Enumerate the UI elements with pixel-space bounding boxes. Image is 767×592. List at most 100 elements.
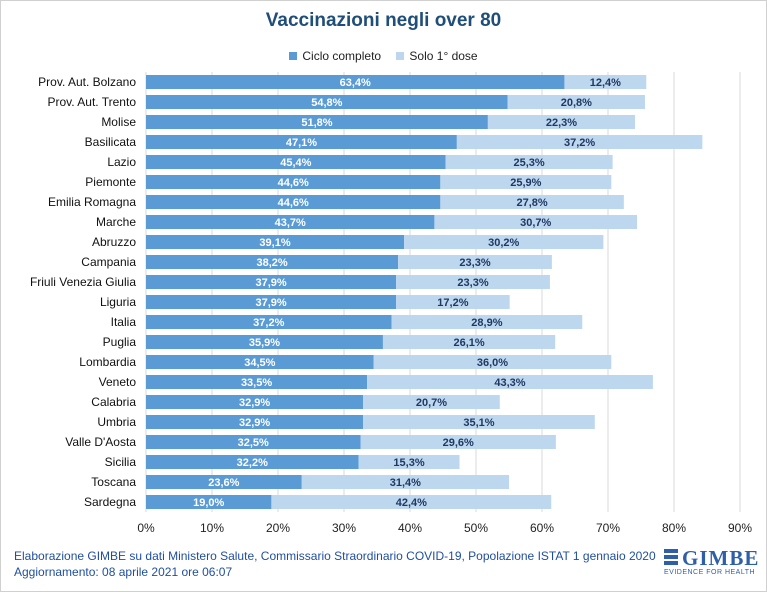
category-label: Campania	[81, 255, 136, 269]
data-label: 25,3%	[514, 157, 545, 169]
x-tick-label: 80%	[662, 521, 686, 535]
bar-ciclo-completo	[146, 335, 383, 349]
category-label: Friuli Venezia Giulia	[30, 275, 136, 289]
legend-item-ciclo-completo: Ciclo completo	[289, 49, 381, 63]
bar-ciclo-completo	[146, 75, 565, 89]
bar-solo-prima-dose	[445, 155, 613, 169]
legend-label-ciclo-completo: Ciclo completo	[302, 49, 382, 63]
category-label: Toscana	[91, 475, 136, 489]
chart-title: Vaccinazioni negli over 80	[265, 10, 502, 31]
bar-ciclo-completo	[146, 395, 364, 409]
data-label: 15,3%	[393, 457, 424, 469]
data-label: 19,0%	[193, 497, 224, 509]
bar-ciclo-completo	[146, 275, 397, 289]
bar-solo-prima-dose	[396, 295, 510, 309]
data-label: 54,8%	[311, 97, 342, 109]
category-label: Italia	[111, 315, 137, 329]
category-label: Prov. Aut. Bolzano	[38, 75, 136, 89]
bar-solo-prima-dose	[507, 95, 645, 109]
category-label: Prov. Aut. Trento	[48, 95, 137, 109]
data-label: 20,8%	[561, 97, 592, 109]
bar-ciclo-completo	[146, 295, 397, 309]
bar-solo-prima-dose	[434, 215, 638, 229]
bar-ciclo-completo	[146, 155, 446, 169]
bar-solo-prima-dose	[440, 175, 612, 189]
bar-solo-prima-dose	[301, 475, 509, 489]
data-label: 44,6%	[278, 177, 309, 189]
category-label: Valle D'Aosta	[65, 435, 136, 449]
category-label: Sardegna	[84, 495, 136, 509]
data-label: 22,3%	[546, 117, 577, 129]
data-label: 44,6%	[278, 197, 309, 209]
data-label: 30,7%	[520, 217, 551, 229]
bar-solo-prima-dose	[391, 315, 583, 329]
data-label: 32,9%	[239, 397, 270, 409]
bar-ciclo-completo	[146, 115, 488, 129]
data-label: 12,4%	[590, 77, 621, 89]
data-label: 42,4%	[396, 497, 427, 509]
category-label: Molise	[101, 115, 136, 129]
data-label: 43,3%	[494, 377, 525, 389]
chart-footer: Elaborazione GIMBE su dati Ministero Sal…	[14, 548, 656, 580]
category-label: Abruzzo	[92, 235, 136, 249]
x-tick-label: 50%	[464, 521, 488, 535]
bar-solo-prima-dose	[363, 415, 595, 429]
data-label: 20,7%	[416, 397, 447, 409]
category-label: Basilicata	[85, 135, 137, 149]
category-label: Veneto	[99, 375, 137, 389]
data-label: 17,2%	[437, 297, 468, 309]
data-label: 35,1%	[463, 417, 494, 429]
bar-solo-prima-dose	[564, 75, 647, 89]
category-label: Lazio	[107, 155, 136, 169]
bar-ciclo-completo	[146, 175, 441, 189]
data-label: 37,2%	[253, 317, 284, 329]
data-label: 23,6%	[208, 477, 239, 489]
data-label: 35,9%	[249, 337, 280, 349]
bar-solo-prima-dose	[358, 455, 460, 469]
data-label: 32,5%	[238, 437, 269, 449]
legend-item-solo-prima-dose: Solo 1° dose	[396, 49, 478, 63]
data-label: 23,3%	[459, 257, 490, 269]
legend-swatch-solo-prima-dose	[396, 52, 405, 60]
data-label: 39,1%	[259, 237, 290, 249]
bar-ciclo-completo	[146, 355, 374, 369]
bar-ciclo-completo	[146, 475, 302, 489]
category-label: Piemonte	[85, 175, 136, 189]
bar-ciclo-completo	[146, 495, 272, 509]
bar-solo-prima-dose	[440, 195, 624, 209]
data-label: 28,9%	[471, 317, 502, 329]
x-tick-label: 20%	[266, 521, 290, 535]
bar-ciclo-completo	[146, 135, 457, 149]
x-tick-label: 90%	[728, 521, 752, 535]
bar-ciclo-completo	[146, 235, 405, 249]
bar-solo-prima-dose	[373, 355, 612, 369]
bar-solo-prima-dose	[382, 335, 556, 349]
bar-solo-prima-dose	[363, 395, 500, 409]
bar-solo-prima-dose	[456, 135, 703, 149]
data-label: 43,7%	[275, 217, 306, 229]
bar-solo-prima-dose	[396, 275, 550, 289]
bar-ciclo-completo	[146, 195, 441, 209]
category-label: Emilia Romagna	[48, 195, 136, 209]
category-label: Puglia	[103, 335, 137, 349]
bar-ciclo-completo	[146, 95, 508, 109]
data-label: 34,5%	[244, 357, 275, 369]
data-label: 47,1%	[286, 137, 317, 149]
data-label: 27,8%	[516, 197, 547, 209]
data-label: 37,9%	[255, 277, 286, 289]
bar-solo-prima-dose	[271, 495, 552, 509]
data-label: 45,4%	[280, 157, 311, 169]
data-label: 38,2%	[256, 257, 287, 269]
data-label: 32,2%	[237, 457, 268, 469]
category-label: Liguria	[100, 295, 136, 309]
bar-chart-plot: 0% 10% 20% 30% 40% 50% 60% 70% 80% 90% Prov. Aut. …	[30, 72, 752, 535]
x-tick-label: 10%	[200, 521, 224, 535]
bar-ciclo-completo	[146, 375, 368, 389]
legend-label-solo-prima-dose: Solo 1° dose	[409, 49, 478, 63]
update-note: Aggiornamento: 08 aprile 2021 ore 06:07	[14, 565, 233, 579]
x-tick-label: 30%	[332, 521, 356, 535]
data-label: 26,1%	[453, 337, 484, 349]
bar-ciclo-completo	[146, 435, 361, 449]
data-label: 23,3%	[457, 277, 488, 289]
data-label: 63,4%	[340, 77, 371, 89]
